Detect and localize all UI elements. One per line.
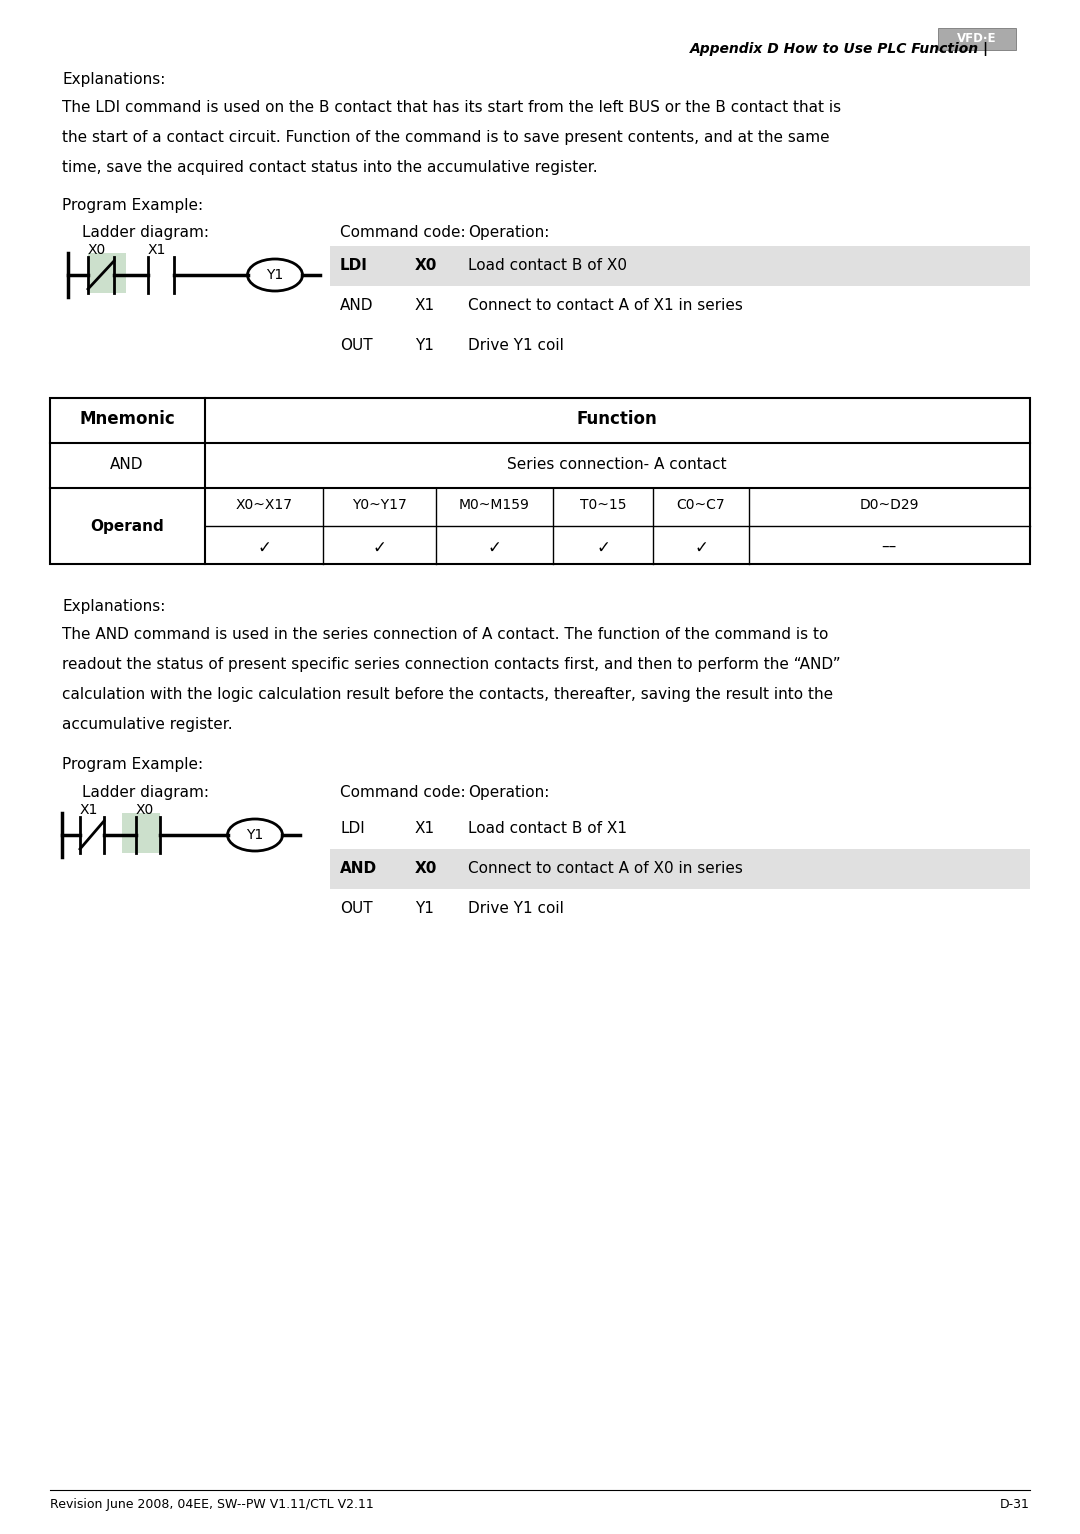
Text: T0~15: T0~15 [580, 499, 626, 512]
Text: M0~M159: M0~M159 [459, 499, 529, 512]
Text: Y0~Y17: Y0~Y17 [352, 499, 406, 512]
Text: Connect to contact A of X1 in series: Connect to contact A of X1 in series [468, 298, 743, 313]
Text: Drive Y1 coil: Drive Y1 coil [468, 337, 564, 353]
Bar [330, 848, 1030, 890]
Text: ✓: ✓ [596, 538, 610, 557]
Text: Program Example:: Program Example: [62, 198, 203, 213]
Text: AND: AND [340, 298, 374, 313]
Text: C0~C7: C0~C7 [677, 499, 726, 512]
Text: The LDI command is used on the B contact that has its start from the left BUS or: The LDI command is used on the B contact… [62, 100, 841, 115]
Text: VFD·E: VFD·E [957, 32, 997, 46]
Text: Explanations:: Explanations: [62, 598, 165, 614]
Ellipse shape [228, 819, 283, 851]
Text: Operand: Operand [90, 518, 164, 534]
Text: Load contact B of X0: Load contact B of X0 [468, 258, 627, 273]
Text: Revision June 2008, 04EE, SW--PW V1.11/CTL V2.11: Revision June 2008, 04EE, SW--PW V1.11/C… [50, 1499, 374, 1511]
Text: X1: X1 [148, 242, 166, 258]
Text: X0: X0 [415, 258, 437, 273]
Text: OUT: OUT [340, 337, 373, 353]
Text: Y1: Y1 [246, 828, 264, 842]
Text: Mnemonic: Mnemonic [79, 410, 175, 428]
Text: ✓: ✓ [694, 538, 707, 557]
Text: D-31: D-31 [1000, 1499, 1030, 1511]
Text: X0: X0 [415, 861, 437, 876]
Text: ✓: ✓ [257, 538, 271, 557]
Text: Connect to contact A of X0 in series: Connect to contact A of X0 in series [468, 861, 743, 876]
Text: X0~X17: X0~X17 [235, 499, 293, 512]
Bar [87, 253, 126, 293]
Text: AND: AND [340, 861, 377, 876]
Text: ––: –– [881, 538, 896, 554]
Text: Command code:: Command code: [340, 225, 465, 239]
Bar [122, 813, 160, 853]
Text: The AND command is used in the series connection of A contact. The function of t: The AND command is used in the series co… [62, 627, 828, 643]
Text: Drive Y1 coil: Drive Y1 coil [468, 900, 564, 916]
Text: readout the status of present specific series connection contacts first, and the: readout the status of present specific s… [62, 657, 840, 672]
Text: LDI: LDI [340, 821, 365, 836]
Text: AND: AND [110, 457, 144, 472]
Text: Command code:: Command code: [340, 785, 465, 801]
Text: Function: Function [577, 410, 658, 428]
Text: Series connection- A contact: Series connection- A contact [508, 457, 727, 472]
Text: Program Example:: Program Example: [62, 756, 203, 772]
Text: X1: X1 [415, 821, 435, 836]
Text: X0: X0 [136, 802, 154, 818]
Text: Appendix D How to Use PLC Function |: Appendix D How to Use PLC Function | [690, 41, 989, 57]
Ellipse shape [247, 259, 302, 291]
Text: Operation:: Operation: [468, 225, 550, 239]
Text: OUT: OUT [340, 900, 373, 916]
Text: the start of a contact circuit. Function of the command is to save present conte: the start of a contact circuit. Function… [62, 130, 829, 146]
Text: X0: X0 [87, 242, 106, 258]
Text: Operation:: Operation: [468, 785, 550, 801]
Text: accumulative register.: accumulative register. [62, 716, 232, 732]
Text: ✓: ✓ [487, 538, 501, 557]
Text: Y1: Y1 [415, 337, 434, 353]
Text: X1: X1 [415, 298, 435, 313]
Text: ✓: ✓ [373, 538, 386, 557]
Text: calculation with the logic calculation result before the contacts, thereafter, s: calculation with the logic calculation r… [62, 687, 833, 703]
Text: Ladder diagram:: Ladder diagram: [82, 785, 210, 801]
Text: time, save the acquired contact status into the accumulative register.: time, save the acquired contact status i… [62, 160, 597, 175]
Text: Ladder diagram:: Ladder diagram: [82, 225, 210, 239]
Text: LDI: LDI [340, 258, 368, 273]
Text: Explanations:: Explanations: [62, 72, 165, 87]
Bar [939, 28, 1016, 51]
Text: Y1: Y1 [267, 268, 284, 282]
Bar [50, 397, 1030, 565]
Text: D0~D29: D0~D29 [860, 499, 919, 512]
Bar [330, 245, 1030, 285]
Text: Load contact B of X1: Load contact B of X1 [468, 821, 627, 836]
Text: Y1: Y1 [415, 900, 434, 916]
Text: X1: X1 [80, 802, 98, 818]
